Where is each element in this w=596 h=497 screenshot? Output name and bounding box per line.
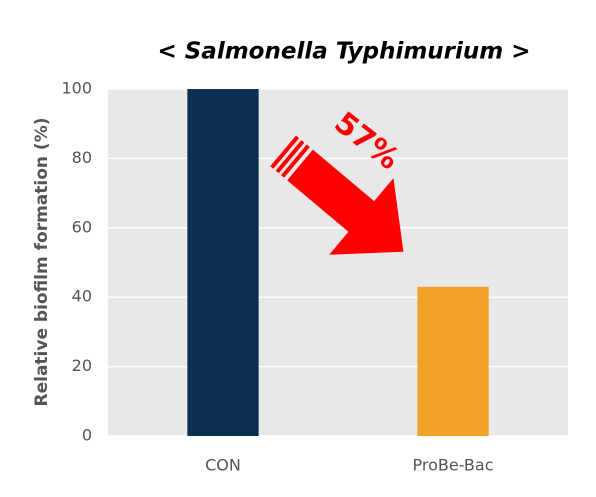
y-tick-label: 40	[72, 287, 92, 306]
arrow-stripe	[270, 135, 300, 169]
arrow-stripe	[281, 144, 310, 178]
y-tick-label: 0	[82, 426, 92, 445]
y-tick-label: 80	[72, 148, 92, 167]
y-tick-label: 20	[72, 356, 92, 375]
bar	[417, 286, 489, 436]
chart-title: < Salmonella Typhimurium >	[157, 39, 530, 65]
x-tick-label: ProBe-Bac	[413, 456, 494, 475]
arrow	[270, 135, 404, 255]
bar	[187, 89, 259, 436]
arrow-body	[287, 149, 404, 255]
y-tick-label: 60	[72, 217, 92, 236]
y-axis-label: Relative biofilm formation (%)	[32, 117, 52, 406]
plot-area	[108, 89, 568, 436]
marks: 0 20 40 60 80 100 CON ProBe-Bac	[61, 79, 568, 475]
x-tick-label: CON	[205, 456, 241, 475]
y-tick-label: 100	[61, 79, 92, 98]
arrow-stripe	[275, 140, 305, 174]
